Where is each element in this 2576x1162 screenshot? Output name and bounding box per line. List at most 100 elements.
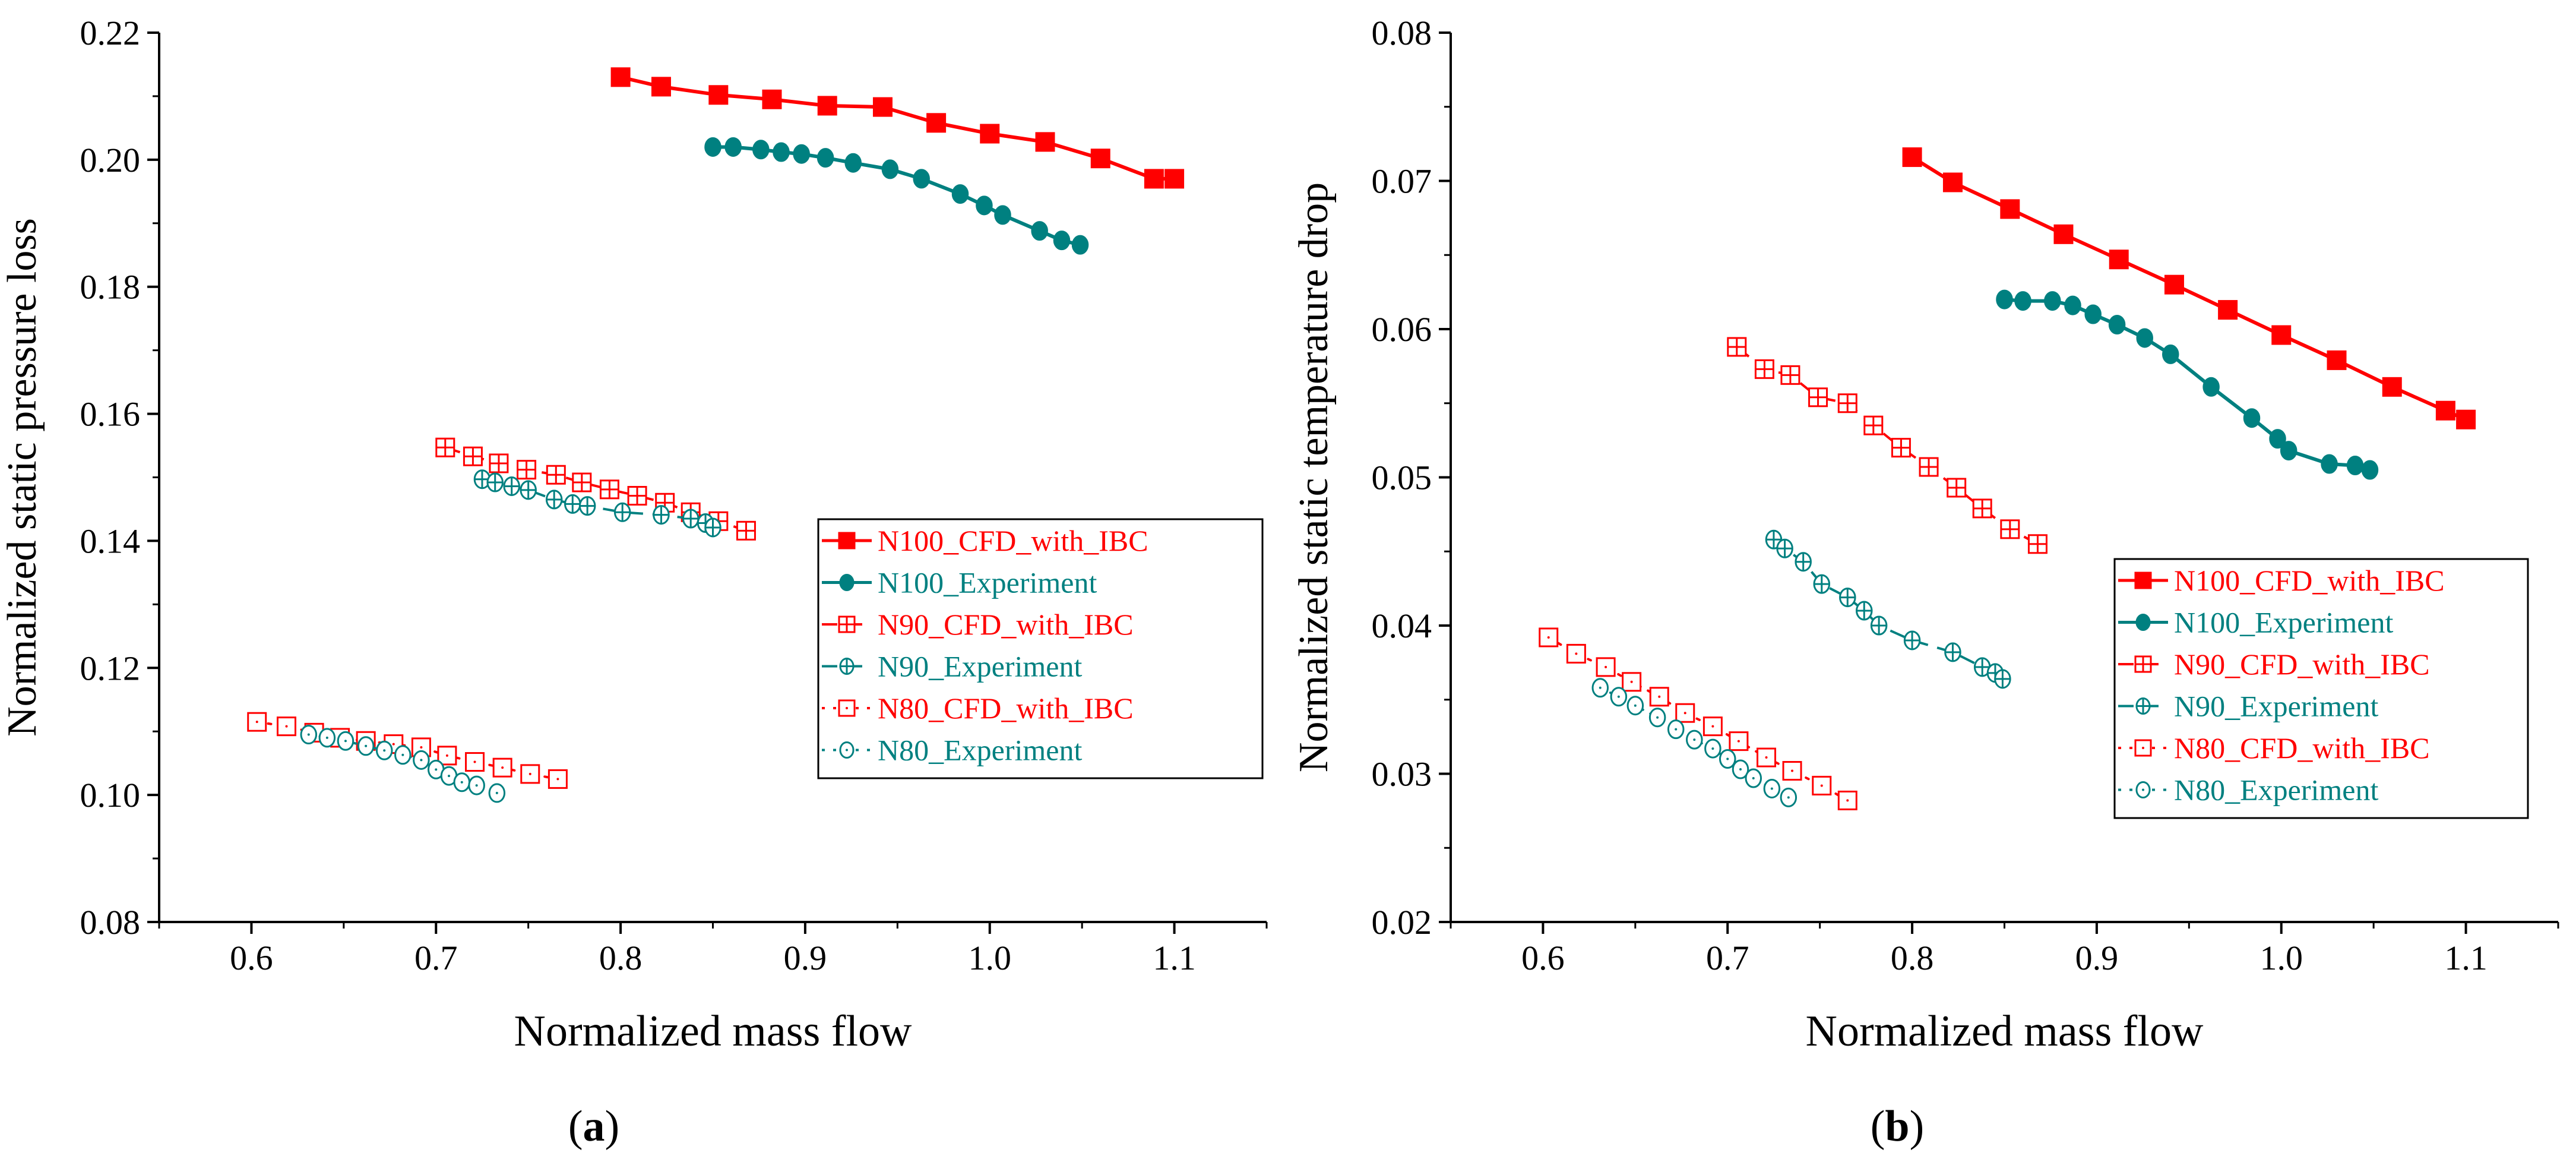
legend: N100_CFD_with_IBC N100_Experiment N90_CFD_… [817,518,1264,779]
data-point [627,486,647,506]
legend-item: N90_Experiment [822,650,1082,683]
data-point [1164,169,1185,189]
data-point [2269,429,2286,449]
data-point [2346,456,2364,476]
y-tick-label: 0.06 [1372,310,1432,349]
y-tick-label: 0.22 [80,14,141,52]
marker-dot [255,721,258,724]
x-tick-label: 0.8 [1891,939,1934,977]
data-point [1795,552,1812,572]
x-tick-label: 0.7 [1706,939,1749,977]
data-point [520,764,540,784]
x-tick-label: 1.1 [1153,939,1196,977]
data-point [247,712,267,732]
data-point [2014,291,2031,311]
data-point [1596,657,1616,677]
data-point [980,124,1000,144]
data-point [337,731,355,751]
data-point [2000,519,2020,539]
marker-square [1902,147,1922,168]
series-N100_Experiment [704,137,1089,255]
data-point [1870,615,1888,636]
legend-label: N90_CFD_with_IBC [878,608,1134,641]
data-point [1856,601,1873,621]
data-point [375,740,393,760]
marker-dot [529,772,531,775]
data-point [844,153,862,173]
marker-square [2271,325,2292,345]
data-point [2280,441,2297,461]
marker-circle [773,142,790,162]
marker-dot [307,733,310,736]
x-tick-label: 0.7 [414,939,458,977]
legend-item: N100_Experiment [2118,606,2393,639]
marker-circle [2014,291,2031,311]
legend-item: N80_CFD_with_IBC [2118,731,2430,765]
marker-circle [2108,315,2126,335]
marker-dot [344,740,347,743]
data-point [1719,749,1736,769]
data-point [926,113,947,133]
data-point [1813,574,1831,594]
data-point [2382,377,2402,397]
marker-circle [2135,614,2151,631]
data-point [1745,768,1762,788]
panel-label-letter: a [583,1102,605,1151]
marker-dot [285,725,288,728]
data-point [682,509,700,529]
marker-square [926,113,947,133]
data-point [2109,250,2129,270]
marker-dot [846,749,848,751]
marker-circle [2243,408,2261,428]
series-N80_Experiment [1591,678,1797,807]
x-axis-label: Normalized mass flow [1806,1007,2204,1056]
marker-circle [2162,344,2179,364]
legend-item: N80_Experiment [822,734,1082,767]
x-tick-label: 1.1 [2444,939,2488,977]
y-tick-label: 0.04 [1372,607,1432,645]
data-point [1837,790,1857,810]
data-point [572,472,592,492]
data-point [1071,235,1089,255]
marker-square [1539,627,1559,648]
data-point [492,757,512,778]
x-tick-label: 1.0 [2260,939,2303,977]
data-point [2027,534,2047,554]
panel-label-close: ) [1910,1102,1925,1151]
data-point [2053,224,2074,244]
marker-circle [976,195,993,216]
marker-dot [1675,728,1678,731]
data-point [546,465,566,485]
data-point [413,750,430,770]
marker-circle [2084,304,2102,324]
y-tick-label: 0.10 [80,776,141,814]
legend-item: N90_Experiment [2118,690,2378,723]
data-point [1919,457,1939,477]
data-point [736,520,756,541]
data-point [357,736,375,756]
legend-label: N90_CFD_with_IBC [2174,648,2430,681]
data-point [1031,221,1048,241]
data-point [1702,716,1723,737]
marker-dot [1711,725,1714,728]
data-point [1837,393,1857,413]
y-tick-label: 0.08 [1372,14,1432,52]
marker-dot [383,749,386,752]
marker-circle [704,137,721,157]
marker-dot [846,707,848,709]
marker-square [1942,172,1963,192]
marker-circle [817,148,834,168]
data-point [773,142,790,162]
data-point [2327,350,2347,370]
data-point [1035,132,1055,152]
marker-dot [1605,665,1607,668]
y-tick-label: 0.12 [80,649,141,687]
marker-square [762,89,782,109]
data-point [1903,630,1921,651]
x-axis-label: Normalized mass flow [514,1007,912,1056]
marker-dot [448,775,451,778]
y-tick-label: 0.05 [1372,459,1432,497]
series-line [1547,636,1849,802]
data-point [1972,498,1992,519]
marker-circle [844,153,862,173]
